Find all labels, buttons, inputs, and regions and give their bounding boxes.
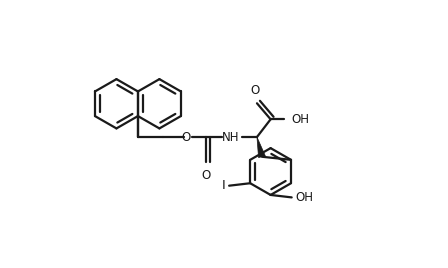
Text: O: O [202, 169, 211, 182]
Text: NH: NH [222, 131, 240, 144]
Text: O: O [181, 131, 191, 144]
Text: OH: OH [296, 191, 314, 204]
Text: O: O [251, 84, 260, 97]
Polygon shape [257, 137, 265, 158]
Text: OH: OH [291, 113, 309, 126]
Text: I: I [221, 179, 225, 192]
